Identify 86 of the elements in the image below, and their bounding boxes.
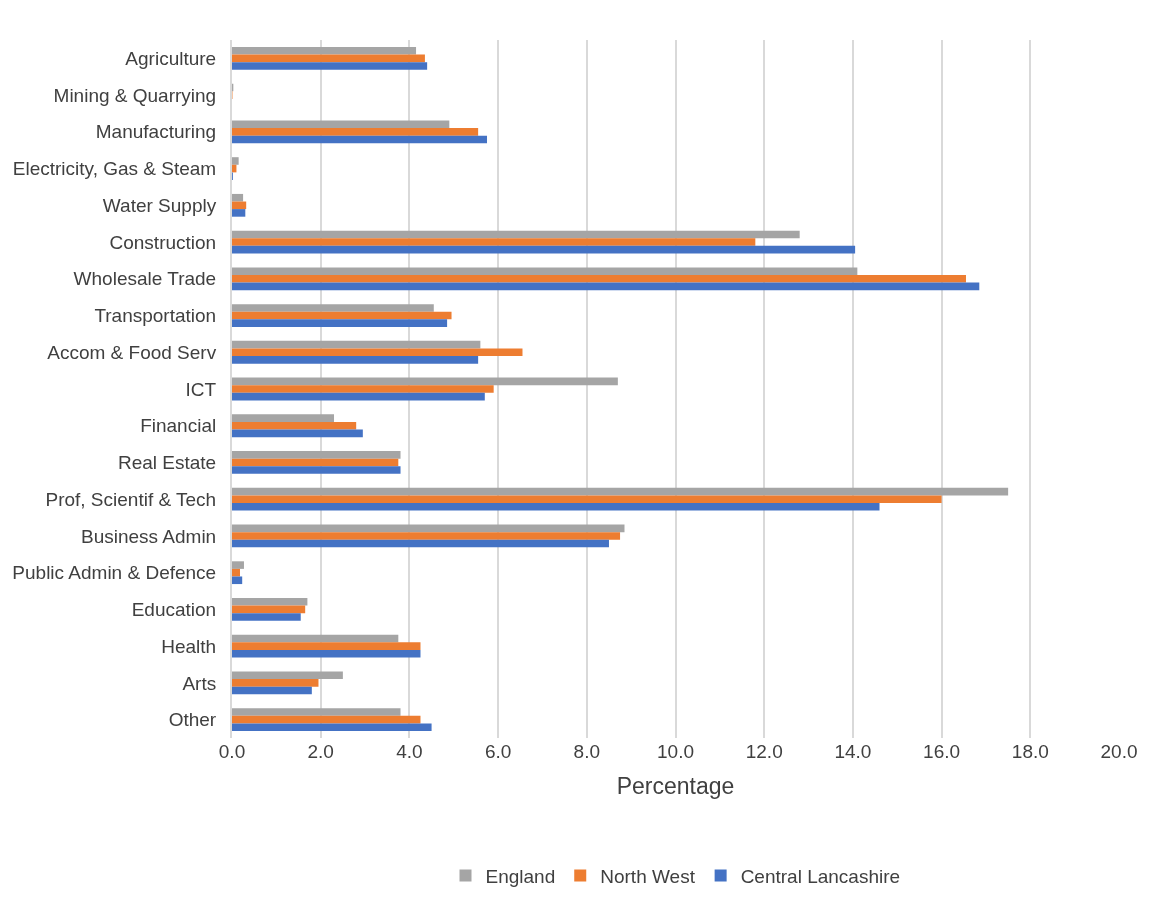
x-tick-label: 16.0: [923, 741, 961, 762]
bar: [232, 348, 523, 357]
bar: [232, 532, 621, 540]
y-tick-label: Other: [168, 709, 217, 731]
bar: [232, 392, 485, 401]
bar: [232, 649, 421, 658]
y-tick-label: Accom & Food Serv: [47, 341, 217, 363]
x-tick-label: 8.0: [573, 741, 601, 762]
bar: [232, 304, 434, 312]
bar: [232, 503, 880, 511]
bar: [232, 128, 479, 136]
bar: [232, 487, 1009, 496]
bar: [232, 458, 399, 467]
y-tick-label: Education: [131, 599, 217, 621]
bar: [232, 561, 244, 569]
bar: [232, 311, 452, 320]
bar: [232, 679, 319, 687]
y-tick-label: Wholesale Trade: [73, 268, 217, 290]
bar: [232, 319, 448, 327]
y-tick-label: Business Admin: [81, 525, 217, 547]
bar: [232, 642, 421, 650]
bar: [232, 671, 343, 680]
bar: [232, 54, 425, 63]
x-tick-label: 18.0: [1011, 741, 1049, 762]
bar: [232, 245, 856, 254]
x-tick-label: 2.0: [307, 741, 334, 762]
bar: [232, 634, 399, 643]
bar: [232, 451, 401, 459]
legend-label: England: [485, 865, 556, 887]
y-tick-label: Water Supply: [102, 194, 217, 216]
bar: [232, 209, 246, 217]
bar: [232, 238, 756, 246]
bar: [232, 421, 357, 430]
bar: [232, 282, 980, 291]
y-tick-label: Health: [161, 635, 217, 657]
bar: [232, 193, 244, 202]
bar: [232, 46, 417, 55]
bar: [232, 598, 308, 606]
x-axis-title: Percentage: [616, 772, 735, 799]
y-tick-label: Transportation: [94, 305, 217, 327]
bar: [232, 613, 301, 621]
x-tick-label: 6.0: [484, 741, 512, 762]
bar: [232, 62, 428, 70]
y-tick-label: Electricity, Gas & Steam: [12, 158, 217, 180]
y-tick-label: Mining & Quarrying: [53, 84, 217, 106]
bar: [232, 576, 243, 585]
bar: [232, 157, 239, 165]
x-tick-label: 0.0: [218, 741, 246, 762]
bar: [232, 524, 625, 533]
y-tick-label: Real Estate: [117, 452, 217, 474]
x-tick-label: 14.0: [834, 741, 872, 762]
bar: [232, 414, 335, 422]
bar: [232, 340, 481, 349]
bar: [232, 120, 450, 129]
y-tick-label: Prof, Scientif & Tech: [45, 488, 217, 510]
y-tick-label: Financial: [140, 415, 217, 437]
legend-label: Central Lancashire: [740, 865, 901, 887]
legend-label: North West: [600, 865, 696, 887]
bar: [232, 605, 306, 614]
bar: [232, 708, 401, 716]
bar: [232, 385, 494, 393]
bar: [232, 267, 858, 275]
bar: [232, 377, 618, 386]
bar: [232, 274, 966, 283]
bar: [232, 466, 401, 474]
bar: [232, 495, 942, 504]
bar: [232, 230, 800, 239]
x-tick-label: 4.0: [396, 741, 423, 762]
x-tick-label: 10.0: [657, 741, 694, 762]
bar: [232, 201, 247, 210]
bar: [232, 356, 479, 364]
bar: [232, 135, 488, 144]
y-tick-label: Public Admin & Defence: [12, 562, 217, 584]
bar: [232, 715, 421, 724]
y-tick-label: Construction: [109, 231, 217, 253]
bar: [232, 539, 609, 548]
bar: [232, 723, 432, 732]
bar: [232, 686, 312, 695]
bar: [232, 429, 363, 438]
y-tick-label: Arts: [182, 672, 217, 694]
y-tick-label: Agriculture: [125, 48, 217, 70]
x-tick-label: 20.0: [1100, 741, 1138, 762]
y-tick-label: Manufacturing: [95, 121, 217, 143]
y-tick-label: ICT: [185, 378, 217, 400]
bar: [232, 568, 240, 577]
x-tick-label: 12.0: [745, 741, 783, 762]
